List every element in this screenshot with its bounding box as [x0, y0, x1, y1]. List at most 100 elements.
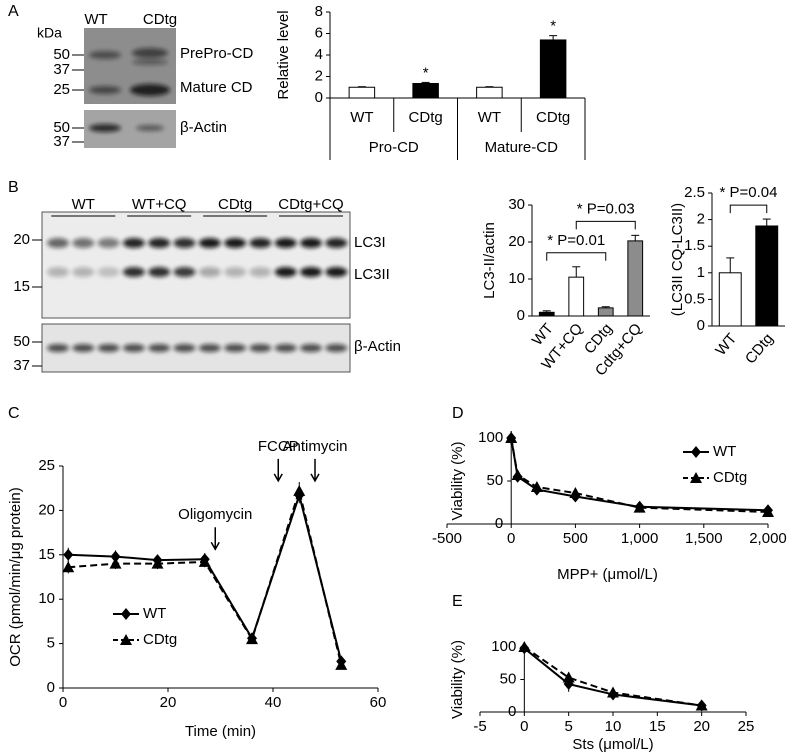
band — [97, 344, 120, 352]
bar — [627, 240, 644, 317]
y-tick-label: 25 — [38, 457, 55, 474]
band — [300, 344, 322, 352]
y-tick-label: 1 — [697, 264, 705, 281]
band-label: LC3I — [354, 234, 386, 251]
band — [198, 344, 221, 352]
y-tick-label: 50 — [487, 472, 504, 489]
band — [47, 238, 69, 248]
lane-label: CDtg — [143, 11, 177, 28]
bar — [538, 311, 555, 317]
significance: * — [423, 64, 429, 81]
series-line — [510, 437, 769, 513]
band — [72, 267, 95, 277]
band — [198, 267, 221, 277]
comparison-label: * P=0.01 — [547, 232, 605, 249]
y-axis-label: LC3-II/actin — [481, 222, 498, 299]
x-tick-label: 1,000 — [621, 530, 659, 547]
band — [97, 238, 120, 248]
band — [300, 238, 322, 248]
band — [47, 344, 69, 352]
marker — [511, 468, 524, 480]
marker — [109, 557, 122, 569]
group-label: WT — [72, 196, 95, 213]
y-tick-label: 10 — [508, 270, 525, 287]
group-label: Pro-CD — [369, 139, 419, 156]
y-tick-label: 1.5 — [684, 237, 705, 254]
x-tick-label: WT — [712, 330, 740, 359]
x-tick-label: CDtg — [409, 109, 443, 126]
marker — [198, 555, 211, 567]
x-tick-label: 10 — [605, 718, 622, 735]
y-tick-label: 0 — [508, 703, 516, 720]
y-tick-label: 100 — [478, 429, 503, 446]
x-tick-label: WT — [350, 109, 373, 126]
bracket — [575, 220, 636, 230]
band — [122, 344, 145, 352]
x-axis-label: Time (min) — [185, 723, 256, 740]
comparison-label: * P=0.03 — [577, 200, 635, 217]
band — [224, 267, 247, 277]
x-axis-label: Sts (μmol/L) — [572, 736, 653, 753]
band — [274, 344, 297, 352]
marker — [110, 550, 121, 563]
y-tick-label: 0 — [517, 307, 525, 324]
band-label: LC3II — [354, 266, 390, 283]
x-axis-label: MPP+ (μmol/L) — [557, 566, 658, 583]
bracket — [729, 204, 768, 214]
marker — [695, 699, 708, 711]
y-tick-label: 2.5 — [684, 184, 705, 201]
marker-label: 37 — [13, 357, 30, 374]
marker — [633, 501, 646, 513]
x-tick-label: CDtg — [536, 109, 570, 126]
marker — [690, 472, 702, 483]
marker — [505, 432, 518, 443]
band — [148, 238, 171, 248]
arrow — [210, 527, 220, 551]
arrow — [310, 458, 320, 483]
y-tick-label: 4 — [315, 46, 323, 63]
bar — [755, 225, 779, 327]
band — [132, 59, 168, 65]
band — [132, 48, 168, 58]
panel-label: B — [8, 179, 19, 196]
band — [198, 238, 221, 248]
band — [325, 267, 348, 277]
y-axis-label: Viability (%) — [449, 442, 466, 521]
arrow-label: FCCP — [258, 438, 299, 455]
marker — [151, 557, 164, 569]
x-tick-label: 40 — [265, 694, 282, 711]
significance: * — [550, 18, 556, 35]
y-tick-label: 20 — [38, 501, 55, 518]
band — [249, 238, 272, 248]
x-tick-label: -5 — [473, 718, 486, 735]
band — [173, 267, 196, 277]
x-tick-label: 60 — [370, 694, 387, 711]
y-tick-label: 30 — [508, 196, 525, 213]
x-tick-label: 0 — [59, 694, 67, 711]
panel-label: A — [8, 3, 19, 20]
band-label: β-Actin — [180, 119, 227, 136]
band — [122, 267, 145, 277]
band — [300, 267, 322, 277]
marker — [607, 686, 619, 698]
band-label: Mature CD — [180, 79, 253, 96]
x-tick-label: -500 — [432, 530, 462, 547]
x-tick-label: 20 — [693, 718, 710, 735]
x-tick-label: 25 — [738, 718, 755, 735]
band — [325, 344, 348, 352]
y-tick-label: 0 — [495, 515, 503, 532]
marker-label: 37 — [53, 61, 70, 78]
arrow-label: Antimycin — [282, 438, 347, 455]
x-tick-label: 0 — [520, 718, 528, 735]
marker-label: 20 — [13, 231, 30, 248]
marker-label: 25 — [53, 81, 70, 98]
marker-label: 50 — [13, 333, 30, 350]
marker — [691, 446, 701, 458]
y-tick-label: 2 — [315, 67, 323, 84]
band — [274, 267, 297, 277]
x-tick-label: 15 — [649, 718, 666, 735]
series-line — [523, 646, 702, 707]
marker-label: 50 — [53, 119, 70, 136]
